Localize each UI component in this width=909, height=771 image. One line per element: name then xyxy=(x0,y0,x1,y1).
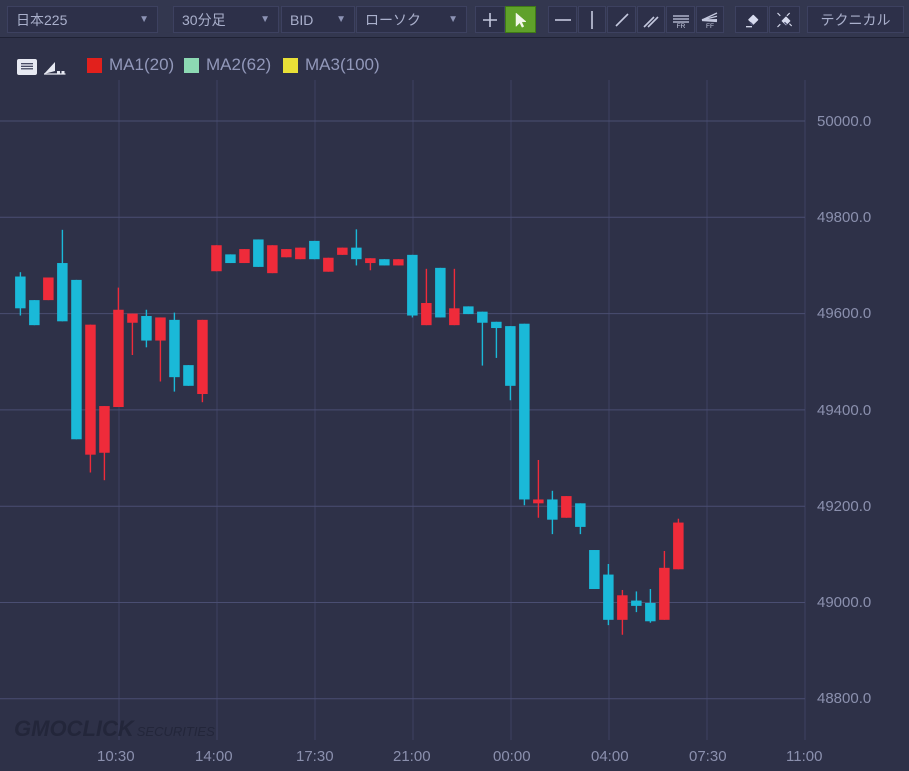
svg-text:FR: FR xyxy=(676,23,685,29)
svg-text:FF: FF xyxy=(706,23,714,29)
